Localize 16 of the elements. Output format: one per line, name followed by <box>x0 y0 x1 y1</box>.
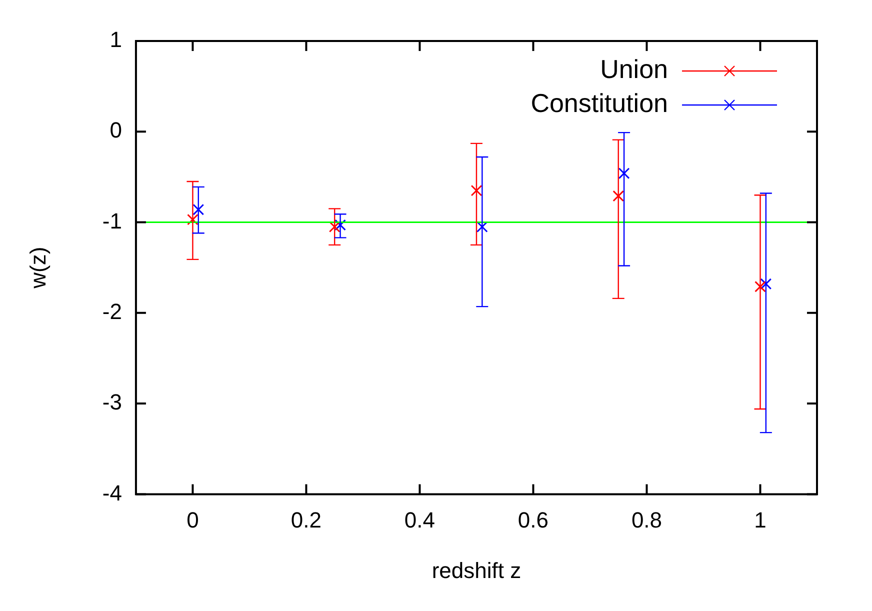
y-tick-label: -2 <box>102 298 122 324</box>
y-tick-label: -3 <box>102 390 122 415</box>
legend-label: Constitution <box>530 88 668 118</box>
y-tick-label: 1 <box>110 27 122 52</box>
y-axis-title: w(z) <box>25 246 50 290</box>
y-tick-label: -4 <box>102 480 122 506</box>
x-tick-label: 0.2 <box>290 507 322 532</box>
x-axis-title: redshift z <box>432 558 522 583</box>
y-tick-label: 0 <box>110 118 122 143</box>
x-tick-label: 0 <box>186 507 199 532</box>
x-tick-label: 0.8 <box>631 507 662 532</box>
x-tick-label: 0.6 <box>518 507 549 532</box>
x-tick-label: 0.4 <box>404 507 436 532</box>
y-tick-label: -1 <box>102 208 122 234</box>
x-tick-label: 1 <box>754 507 766 532</box>
legend-label: Union <box>600 54 668 84</box>
